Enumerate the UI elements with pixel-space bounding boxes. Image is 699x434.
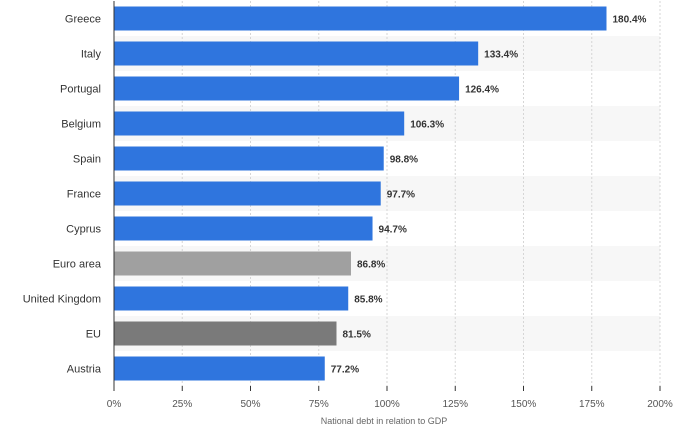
bar[interactable] — [114, 286, 349, 311]
value-label: 97.7% — [387, 190, 415, 201]
bar[interactable] — [114, 76, 460, 101]
category-label: EU — [86, 329, 101, 341]
category-label: Belgium — [61, 119, 101, 131]
bar[interactable] — [114, 111, 405, 136]
bar[interactable] — [114, 41, 479, 66]
value-label: 126.4% — [465, 85, 499, 96]
category-label: Italy — [81, 49, 102, 61]
category-label: Austria — [67, 364, 102, 376]
value-label: 133.4% — [484, 50, 518, 61]
x-tick-label: 175% — [579, 399, 605, 410]
x-axis-ticks: 0% 25% 50% 75% 100% 125% 150% 175% 200% — [107, 386, 673, 410]
value-label: 106.3% — [410, 120, 444, 131]
value-labels: 180.4% 133.4% 126.4% 106.3% 98.8% 97.7% 94.7% 8… — [331, 15, 647, 376]
bar[interactable] — [114, 251, 351, 276]
x-tick-label: 75% — [309, 399, 329, 410]
value-label: 81.5% — [342, 330, 370, 341]
x-tick-label: 50% — [240, 399, 260, 410]
category-label: Spain — [73, 154, 101, 166]
bar[interactable] — [114, 181, 381, 206]
value-label: 94.7% — [379, 225, 407, 236]
category-label: Greece — [65, 14, 101, 26]
x-tick-label: 100% — [374, 399, 400, 410]
bar[interactable] — [114, 321, 337, 346]
bar[interactable] — [114, 146, 384, 171]
x-tick-label: 200% — [647, 399, 673, 410]
bars — [114, 6, 607, 381]
category-label: Euro area — [53, 259, 102, 271]
value-label: 86.8% — [357, 260, 385, 271]
category-label: Portugal — [60, 84, 101, 96]
bar[interactable] — [114, 356, 325, 381]
category-labels: Greece Italy Portugal Belgium Spain France Cyp… — [23, 14, 102, 376]
category-label: France — [67, 189, 101, 201]
category-label: United Kingdom — [23, 294, 101, 306]
x-tick-label: 125% — [442, 399, 468, 410]
bar[interactable] — [114, 216, 373, 241]
x-tick-label: 25% — [172, 399, 192, 410]
value-label: 98.8% — [390, 155, 418, 166]
value-label: 85.8% — [354, 295, 382, 306]
x-tick-label: 0% — [107, 399, 122, 410]
x-axis-title: National debt in relation to GDP — [321, 416, 448, 426]
value-label: 77.2% — [331, 365, 359, 376]
value-label: 180.4% — [612, 15, 646, 26]
x-tick-label: 150% — [511, 399, 537, 410]
category-label: Cyprus — [66, 224, 101, 236]
bar[interactable] — [114, 6, 607, 31]
